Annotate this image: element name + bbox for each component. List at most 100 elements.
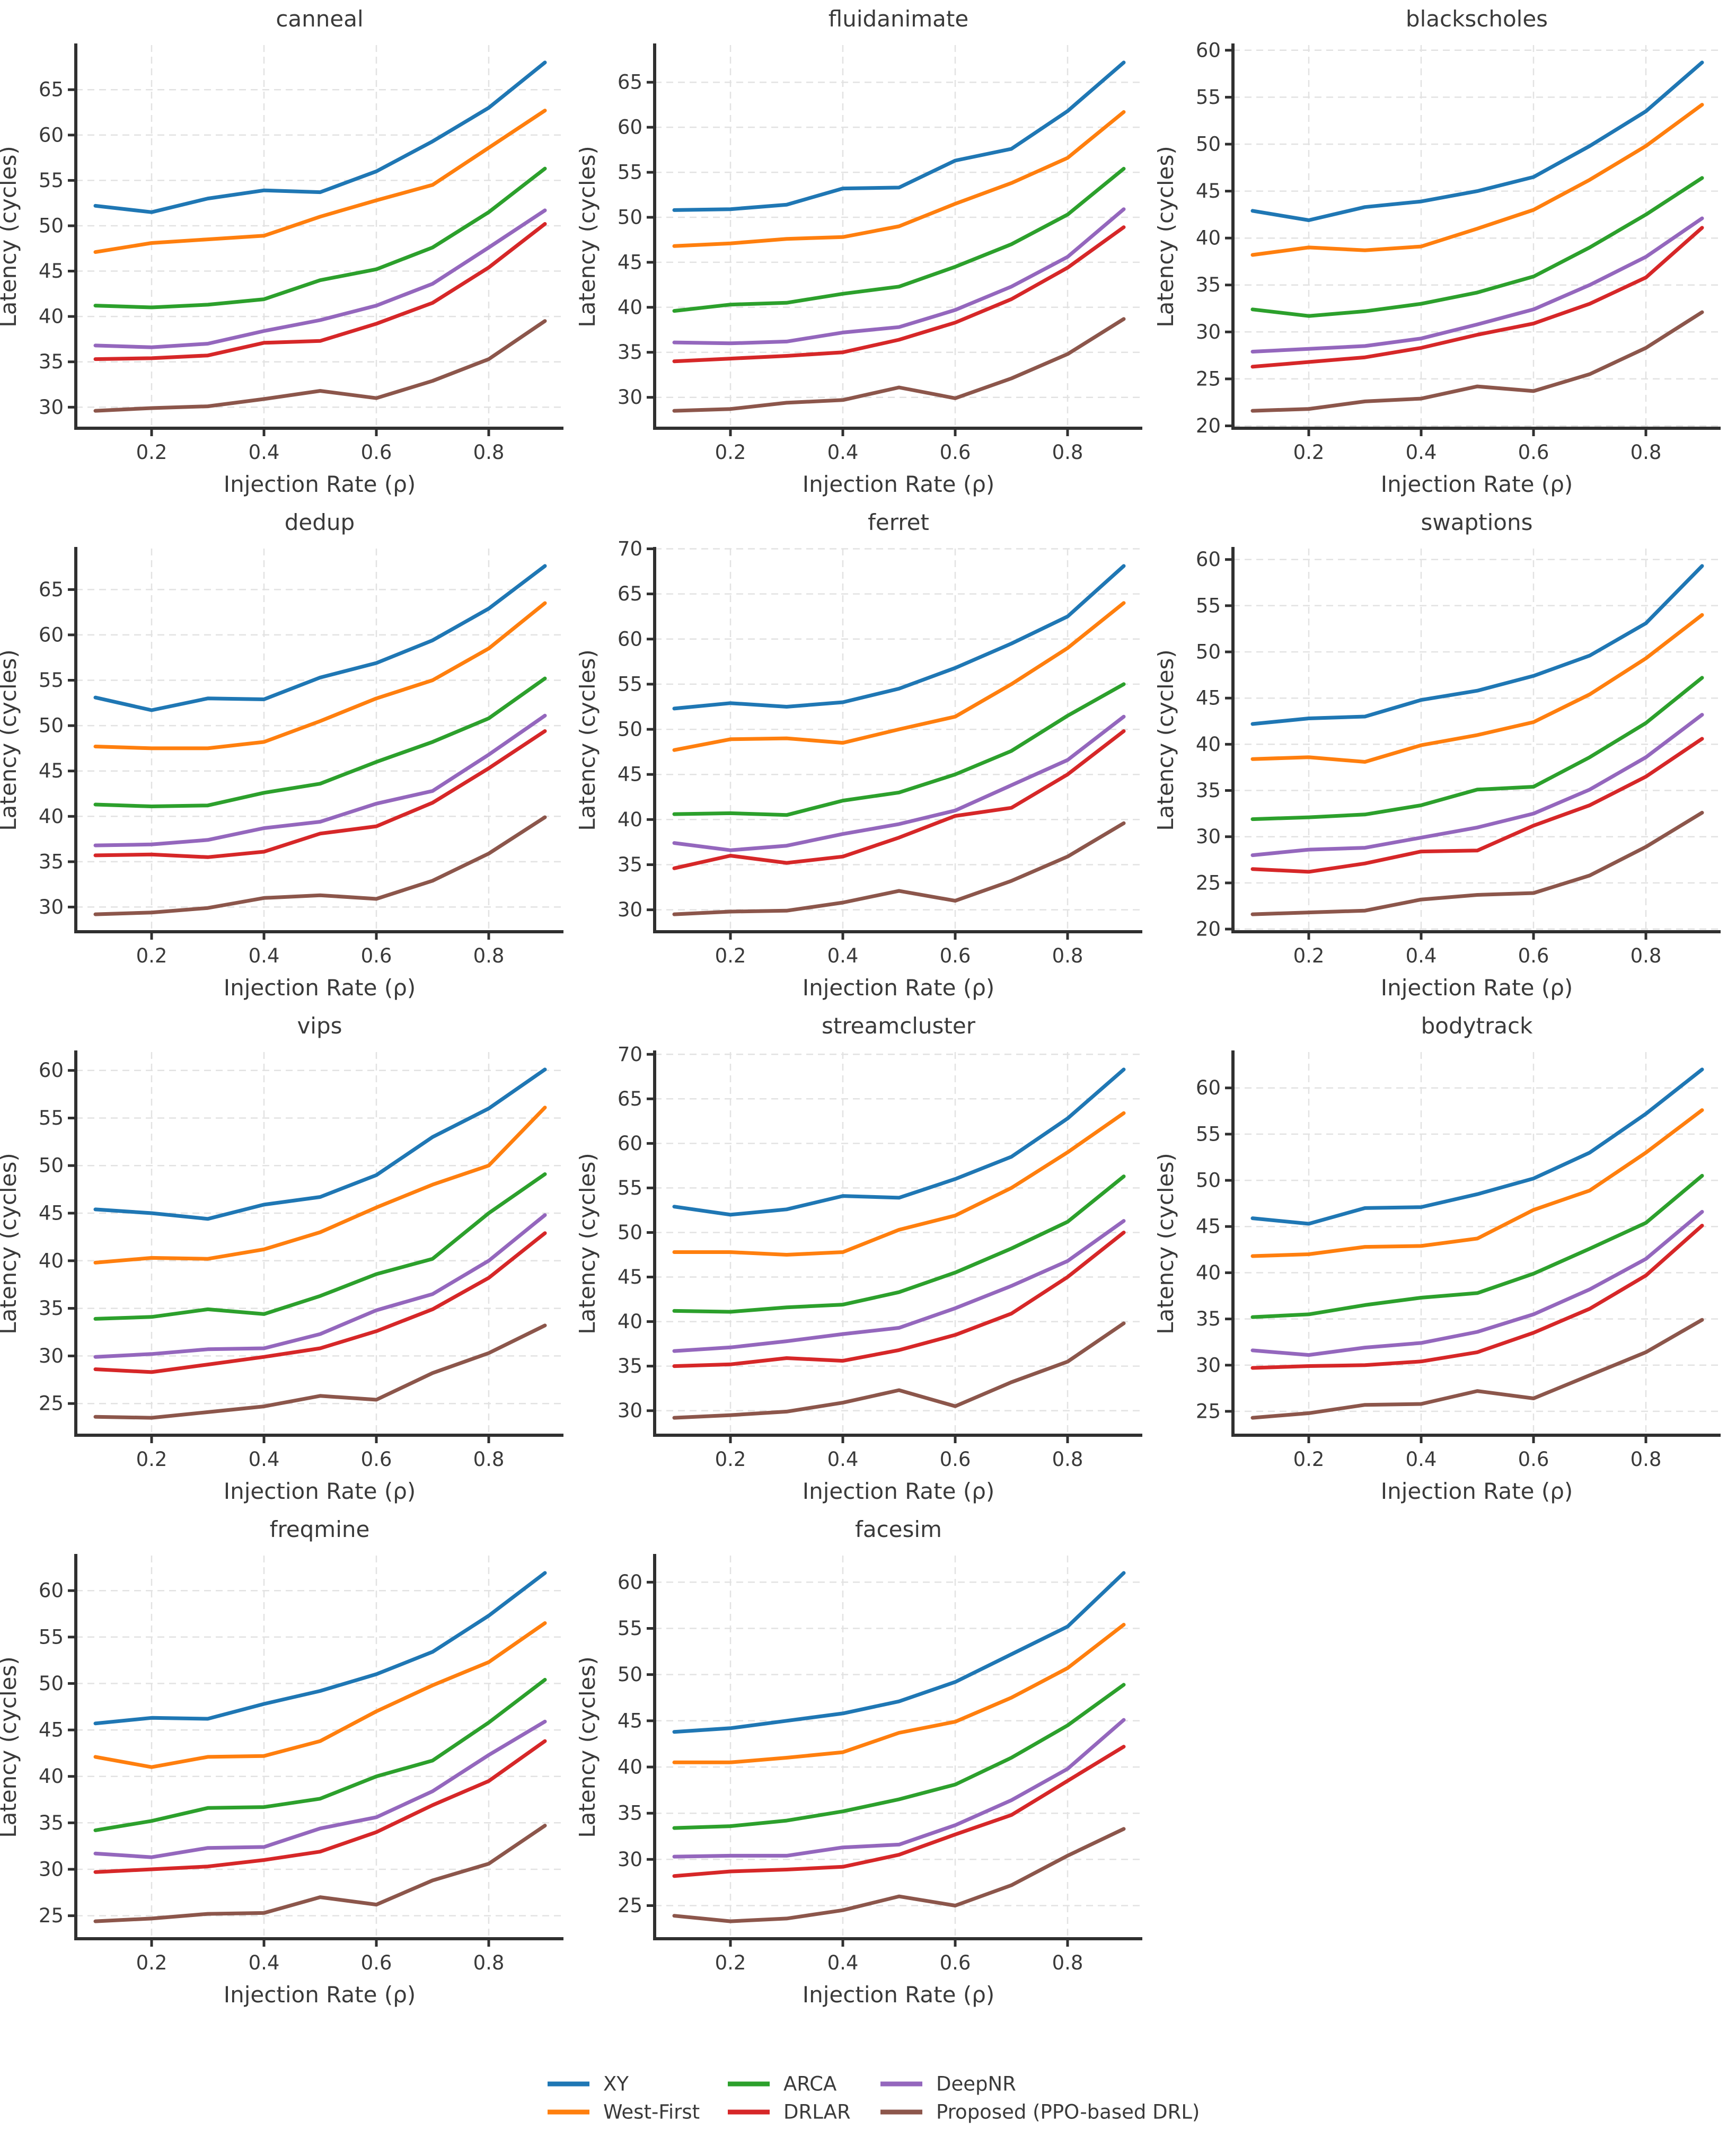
legend-label-proposed-ppo-based-drl: Proposed (PPO-based DRL) bbox=[936, 2101, 1200, 2124]
x-axis-label: Injection Rate (ρ) bbox=[803, 471, 995, 497]
subplot-blackscholes: 20 25 30 35 40 45 50 55 60 0.2 0.4 0.6 0.8 blackschol… bbox=[1157, 0, 1736, 503]
y-tick-label: 65 bbox=[39, 78, 64, 101]
series-line-west-first bbox=[672, 1111, 1126, 1257]
chart-bodytrack: 25 30 35 40 45 50 55 60 0.2 0.4 0.6 0.8 bodytrack Inj… bbox=[1157, 1013, 1721, 1504]
x-axis-label: Injection Rate (ρ) bbox=[1381, 471, 1573, 497]
x-tick-label: 0.6 bbox=[361, 1951, 392, 1974]
y-tick-label: 40 bbox=[1196, 227, 1221, 250]
series-line-drlar bbox=[93, 1231, 547, 1374]
chart-title: ferret bbox=[868, 509, 929, 535]
y-tick-label: 60 bbox=[618, 1571, 642, 1594]
x-tick-label: 0.4 bbox=[1406, 1448, 1437, 1471]
y-tick-label: 45 bbox=[618, 1266, 642, 1288]
x-tick-label: 0.4 bbox=[827, 944, 859, 967]
series-line-arca bbox=[1250, 676, 1704, 821]
y-tick-label: 35 bbox=[618, 1802, 642, 1825]
subplot-dedup: 30 35 40 45 50 55 60 65 0.2 0.4 0.6 0.8 dedup Injecti… bbox=[0, 503, 579, 1007]
subplot-fluidanimate: 30 35 40 45 50 55 60 65 0.2 0.4 0.6 0.8 fluidanimate… bbox=[579, 0, 1158, 503]
y-tick-label: 35 bbox=[1196, 1307, 1221, 1330]
y-axis-label: Latency (cycles) bbox=[0, 1153, 21, 1335]
y-tick-label: 20 bbox=[1196, 414, 1221, 437]
subplot-streamcluster: 30 35 40 45 50 55 60 65 70 0.2 0.4 0.6 0.8 streamclus… bbox=[579, 1007, 1158, 1510]
series-line-proposed-ppo-based-drl bbox=[93, 319, 547, 413]
series-line-west-first bbox=[1250, 613, 1704, 764]
y-tick-label: 35 bbox=[39, 350, 64, 373]
y-tick-label: 45 bbox=[1196, 1215, 1221, 1238]
y-tick-label: 65 bbox=[39, 578, 64, 601]
y-tick-label: 30 bbox=[618, 898, 642, 921]
y-tick-label: 65 bbox=[618, 71, 642, 94]
series-line-drlar bbox=[672, 225, 1126, 364]
series-line-xy bbox=[672, 1571, 1126, 1734]
y-tick-label: 55 bbox=[618, 1617, 642, 1640]
subplot-canneal: 30 35 40 45 50 55 60 65 0.2 0.4 0.6 0.8 canneal Injec… bbox=[0, 0, 579, 503]
y-tick-label: 40 bbox=[1196, 1261, 1221, 1284]
y-tick-label: 25 bbox=[1196, 871, 1221, 894]
y-axis-label: Latency (cycles) bbox=[1157, 146, 1178, 328]
x-tick-label: 0.4 bbox=[249, 441, 280, 464]
y-tick-label: 40 bbox=[618, 808, 642, 831]
x-tick-label: 0.2 bbox=[136, 944, 168, 967]
y-tick-label: 35 bbox=[39, 1297, 64, 1320]
series-line-arca bbox=[1250, 1173, 1704, 1319]
y-tick-label: 30 bbox=[1196, 321, 1221, 343]
y-tick-label: 45 bbox=[618, 251, 642, 273]
x-tick-label: 0.8 bbox=[1631, 944, 1662, 967]
chart-facesim: 25 30 35 40 45 50 55 60 0.2 0.4 0.6 0.8 facesim Injec… bbox=[579, 1516, 1142, 2008]
subplot-bodytrack: 25 30 35 40 45 50 55 60 0.2 0.4 0.6 0.8 bodytrack Inj… bbox=[1157, 1007, 1736, 1510]
y-tick-label: 50 bbox=[618, 1663, 642, 1686]
chart-canneal: 30 35 40 45 50 55 60 65 0.2 0.4 0.6 0.8 canneal Injec… bbox=[0, 6, 563, 497]
y-axis-label: Latency (cycles) bbox=[0, 146, 21, 328]
series-line-proposed-ppo-based-drl bbox=[672, 1827, 1126, 1923]
y-tick-label: 30 bbox=[39, 896, 64, 918]
series-line-drlar bbox=[1250, 1224, 1704, 1370]
y-axis-label: Latency (cycles) bbox=[579, 649, 600, 831]
y-tick-label: 45 bbox=[39, 260, 64, 282]
y-tick-label: 60 bbox=[618, 116, 642, 139]
y-tick-label: 60 bbox=[39, 123, 64, 146]
series-line-west-first bbox=[93, 109, 547, 254]
series-line-deepnr bbox=[93, 1719, 547, 1859]
series-line-drlar bbox=[672, 1745, 1126, 1878]
x-tick-label: 0.6 bbox=[361, 1448, 392, 1471]
legend-label-west-first: West-First bbox=[603, 2101, 700, 2124]
y-tick-label: 40 bbox=[618, 1310, 642, 1333]
chart-vips: 25 30 35 40 45 50 55 60 0.2 0.4 0.6 0.8 vips Injectio… bbox=[0, 1013, 563, 1504]
y-tick-label: 45 bbox=[39, 1719, 64, 1742]
x-axis-label: Injection Rate (ρ) bbox=[1381, 1478, 1573, 1504]
chart-blackscholes: 20 25 30 35 40 45 50 55 60 0.2 0.4 0.6 0.8 blackschol… bbox=[1157, 6, 1721, 497]
y-tick-label: 55 bbox=[39, 169, 64, 192]
x-tick-label: 0.6 bbox=[940, 1448, 971, 1471]
x-tick-label: 0.4 bbox=[1406, 441, 1437, 464]
y-tick-label: 40 bbox=[39, 305, 64, 328]
x-tick-label: 0.2 bbox=[715, 441, 746, 464]
y-tick-label: 30 bbox=[618, 1848, 642, 1871]
y-tick-label: 25 bbox=[39, 1904, 64, 1927]
y-tick-label: 40 bbox=[1196, 733, 1221, 756]
series-line-deepnr bbox=[1250, 216, 1704, 354]
chart-title: dedup bbox=[285, 509, 355, 535]
series-line-west-first bbox=[672, 110, 1126, 248]
x-axis-label: Injection Rate (ρ) bbox=[224, 471, 416, 497]
subplot-swaptions: 20 25 30 35 40 45 50 55 60 0.2 0.4 0.6 0.8 swaptions I… bbox=[1157, 503, 1736, 1007]
y-tick-label: 55 bbox=[39, 1625, 64, 1648]
x-axis-label: Injection Rate (ρ) bbox=[803, 1982, 995, 2008]
series-line-proposed-ppo-based-drl bbox=[93, 815, 547, 916]
series-line-proposed-ppo-based-drl bbox=[1250, 810, 1704, 916]
x-tick-label: 0.4 bbox=[249, 1951, 280, 1974]
y-tick-label: 35 bbox=[618, 1355, 642, 1377]
x-axis-label: Injection Rate (ρ) bbox=[224, 1478, 416, 1504]
x-tick-label: 0.2 bbox=[1293, 441, 1325, 464]
x-tick-label: 0.4 bbox=[249, 1448, 280, 1471]
series-line-proposed-ppo-based-drl bbox=[672, 1321, 1126, 1420]
x-tick-label: 0.2 bbox=[136, 1951, 168, 1974]
y-tick-label: 35 bbox=[39, 850, 64, 873]
x-tick-label: 0.6 bbox=[1518, 441, 1549, 464]
series-line-proposed-ppo-based-drl bbox=[1250, 310, 1704, 413]
y-tick-label: 45 bbox=[39, 759, 64, 782]
x-tick-label: 0.2 bbox=[715, 1448, 746, 1471]
y-tick-label: 55 bbox=[618, 161, 642, 184]
series-line-xy bbox=[672, 60, 1126, 212]
y-tick-label: 35 bbox=[1196, 273, 1221, 296]
chart-ferret: 30 35 40 45 50 55 60 65 70 0.2 0.4 0.6 0.8 ferret Inje… bbox=[579, 509, 1142, 1001]
